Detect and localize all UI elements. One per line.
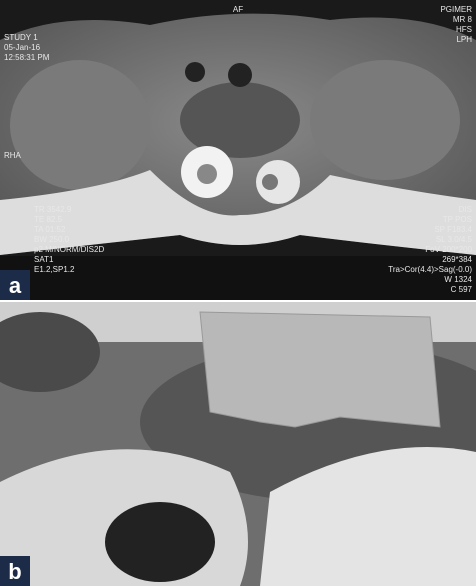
overlay-text: MR 8: [453, 15, 473, 24]
overlay-text: Tra>Cor(4.4)>Sag(-0.0): [388, 265, 472, 274]
overlay-text: BW 250.0: [34, 235, 70, 244]
overlay-text: FoV 200*200: [425, 245, 472, 254]
overlay-text: PGIMER: [440, 5, 472, 14]
fat-layer: [0, 170, 476, 255]
overlay-text: TE 82.5: [34, 215, 63, 224]
muscle-left: [10, 60, 150, 190]
overlay-text: TR 3542.9: [34, 205, 72, 214]
overlay-text: E1.2,SP1.2: [34, 265, 75, 274]
overlay-text: HFS: [456, 25, 472, 34]
panel-label: a: [9, 273, 22, 298]
bottom-strip: [0, 256, 476, 300]
sheet-right: [260, 447, 476, 586]
overlay-text: SP F183.4: [434, 225, 472, 234]
panel-b-photo: b: [0, 302, 476, 586]
overlay-text: LPH: [456, 35, 472, 44]
dressing: [199, 311, 441, 428]
overlay-text: RHA: [4, 151, 22, 160]
vertebral-body: [180, 82, 300, 158]
overlay-text: TA 01:52: [34, 225, 66, 234]
panel-label-box: [0, 270, 30, 300]
overlay-text: TP POS: [443, 215, 472, 224]
overlay-text: p2 M/NORM/DIS2D: [34, 245, 104, 254]
shadow: [105, 502, 215, 582]
overlay-text: DIS: [459, 205, 472, 214]
vessel: [228, 63, 252, 87]
overlay-text: STUDY 1: [4, 33, 38, 42]
panel-label-box: [0, 556, 30, 586]
vessel: [185, 62, 205, 82]
overlay-text: SL 3.0/4.5: [436, 235, 473, 244]
overlay-text: SAT1: [34, 255, 54, 264]
overlay-text: C 597: [451, 285, 473, 294]
overlay-text: 269*384: [442, 255, 472, 264]
cyst-core: [262, 174, 278, 190]
overlay-text: W 1324: [444, 275, 472, 284]
muscle-right: [310, 60, 460, 180]
hair: [0, 312, 100, 392]
overlay-text: AF: [233, 5, 243, 14]
overlay-text: 12:58:31 PM: [4, 53, 50, 62]
panel-label: b: [8, 559, 21, 584]
overlay-text: 05-Jan-16: [4, 43, 41, 52]
cyst-core: [197, 164, 217, 184]
